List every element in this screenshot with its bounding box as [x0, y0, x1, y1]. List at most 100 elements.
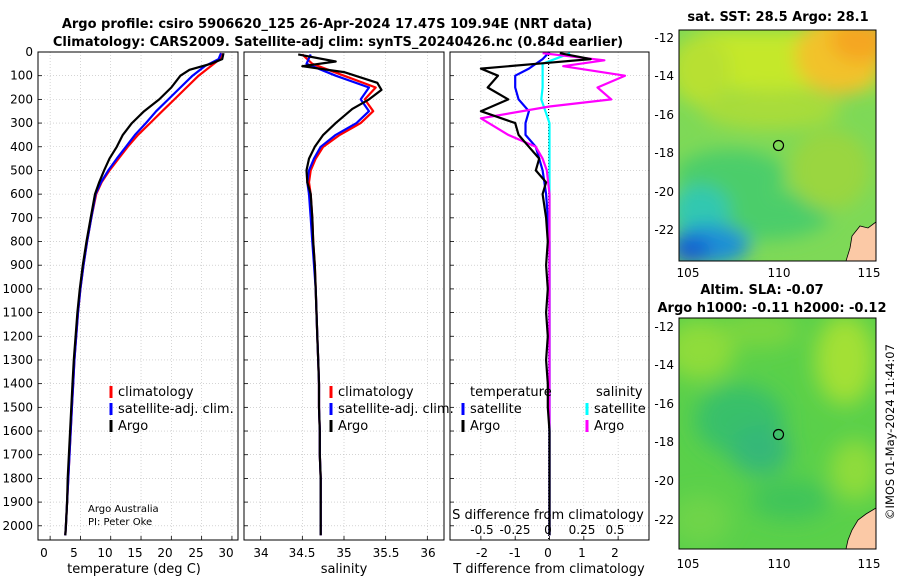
figure-title-line1: Argo profile: csiro 5906620_125 26-Apr-2…: [62, 17, 592, 32]
depth-tick-label: 1100: [2, 306, 33, 320]
legend-label-satellite-adj: satellite-adj. clim.: [118, 402, 234, 417]
temperature-tick: 10: [97, 546, 112, 560]
legend-label-climatology: climatology: [338, 385, 414, 400]
sla-lat-tick: -14: [654, 358, 674, 372]
sla-lat-tick: -12: [654, 320, 674, 334]
depth-tick-labels: 0 100 200 300 400 500 600 700 800 900 1000 1100 1200…: [2, 45, 33, 533]
depth-tick-label: 1800: [2, 471, 33, 485]
depth-tick-label: 400: [10, 140, 33, 154]
s-difference-tick: 0: [544, 523, 552, 537]
sst-lat-tick: -20: [654, 185, 674, 199]
temperature-tick: 30: [218, 546, 233, 560]
depth-tick-label: 1400: [2, 377, 33, 391]
difference-legend: temperature salinity satellite Argo sate…: [461, 385, 646, 434]
depth-tick-label: 1700: [2, 448, 33, 462]
sst-lat-tick: -22: [654, 223, 674, 237]
legend-title-salinity: salinity: [596, 385, 643, 400]
legend-title-temperature: temperature: [470, 385, 552, 400]
salinity-panel: 34 34.5 35 35.5 36 salinity climatology …: [243, 51, 454, 577]
sst-lon-tick: 105: [677, 266, 700, 280]
temperature-panel: 0100200300400500600700800900100011001200…: [2, 45, 239, 577]
sla-lat-tick: -20: [654, 474, 674, 488]
legend-label-s-satellite: satellite: [594, 402, 646, 417]
sst-lat-tick: -16: [654, 108, 674, 122]
float-position-marker-sst: [772, 139, 785, 152]
sla-map-panel: Altim. SLA: -0.07 Argo h1000: -0.11 h200…: [654, 283, 886, 571]
temperature-x-ticks: 0 5 10 15 20 25 30: [40, 546, 233, 560]
s-difference-tick: -0.25: [499, 523, 530, 537]
salinity-tick: 34.5: [289, 546, 316, 560]
depth-tick-label: 1500: [2, 400, 33, 414]
t-difference-tick: 2: [611, 546, 619, 560]
sla-x-ticks: 105 110 115: [677, 557, 881, 571]
depth-tick-label: 2000: [2, 519, 33, 533]
salinity-xlabel: salinity: [321, 562, 368, 577]
float-position-marker-sla: [772, 428, 785, 441]
t-difference-tick: 1: [578, 546, 586, 560]
figure-title-line2: Climatology: CARS2009. Satellite-adj cli…: [53, 35, 623, 50]
temperature-tick: 20: [157, 546, 172, 560]
sst-map-title: sat. SST: 28.5 Argo: 28.1: [687, 10, 868, 25]
sst-x-ticks: 105 110 115: [677, 266, 881, 280]
s-difference-label: S difference from climatology: [452, 508, 644, 523]
salinity-tick: 35.5: [373, 546, 400, 560]
credits-line1: Argo Australia: [88, 504, 159, 515]
sst-lat-tick: -18: [654, 146, 674, 160]
salinity-grid: [244, 51, 444, 540]
sla-lon-tick: 115: [858, 557, 881, 571]
depth-tick-label: 700: [10, 211, 33, 225]
salinity-tick: 36: [420, 546, 435, 560]
s-difference-tick: -0.5: [470, 523, 493, 537]
depth-tick-label: 200: [10, 92, 33, 106]
depth-tick-label: 1000: [2, 282, 33, 296]
series-line-temperature-argo: [479, 52, 592, 536]
timestamp-stamp: ©IMOS 01-May-2024 11:44:07: [883, 344, 897, 520]
sst-lon-tick: 110: [768, 266, 791, 280]
depth-tick-label: 800: [10, 235, 33, 249]
salinity-series: [297, 53, 383, 536]
sla-map-title-line2: Argo h1000: -0.11 h2000: -0.12: [657, 301, 886, 316]
temperature-tick: 25: [188, 546, 203, 560]
depth-tick-label: 300: [10, 116, 33, 130]
depth-tick-label: 1200: [2, 329, 33, 343]
coastline-sla: [845, 507, 876, 549]
difference-x-ticks: -2 -1 0 1 2: [476, 546, 619, 560]
legend-label-s-argo: Argo: [594, 419, 624, 434]
salinity-legend: climatology satellite-adj. clim. Argo: [329, 385, 454, 434]
series-line-salinity-argo: [479, 52, 627, 536]
t-difference-xlabel: T difference from climatology: [452, 562, 645, 577]
salinity-tick: 35: [336, 546, 351, 560]
sla-y-ticks: -12 -14 -16 -18 -20 -22: [654, 320, 674, 527]
sla-lat-tick: -22: [654, 513, 674, 527]
credits-line2: PI: Peter Oke: [88, 517, 152, 528]
t-difference-tick: -1: [509, 546, 521, 560]
sst-lat-tick: -12: [654, 31, 674, 45]
temperature-tick: 15: [127, 546, 142, 560]
s-difference-tick: 0.25: [569, 523, 596, 537]
t-difference-tick: 0: [544, 546, 552, 560]
temperature-legend: climatology satellite-adj. clim. Argo: [109, 385, 234, 434]
depth-tick-label: 500: [10, 163, 33, 177]
difference-axes-frame: [449, 51, 650, 541]
series-line-temperature-satellite: [514, 51, 551, 536]
legend-label-t-argo: Argo: [470, 419, 500, 434]
salinity-tick: 34: [253, 546, 268, 560]
sst-y-ticks: -12 -14 -16 -18 -20 -22: [654, 31, 674, 237]
sst-lat-tick: -14: [654, 69, 674, 83]
series-line-climatology: [301, 53, 377, 536]
sla-lat-tick: -18: [654, 435, 674, 449]
temperature-tick: 5: [70, 546, 78, 560]
depth-tick-label: 1600: [2, 424, 33, 438]
depth-tick-label: 1900: [2, 495, 33, 509]
depth-tick-label: 100: [10, 69, 33, 83]
sla-lon-tick: 105: [677, 557, 700, 571]
salinity-x-ticks: 34 34.5 35 35.5 36: [253, 546, 435, 560]
temperature-tick: 0: [40, 546, 48, 560]
legend-label-climatology: climatology: [118, 385, 194, 400]
temperature-grid: [38, 51, 238, 540]
legend-label-argo: Argo: [118, 419, 148, 434]
temperature-series: [64, 52, 225, 536]
sla-map-frame: [678, 317, 877, 550]
legend-label-argo: Argo: [338, 419, 368, 434]
